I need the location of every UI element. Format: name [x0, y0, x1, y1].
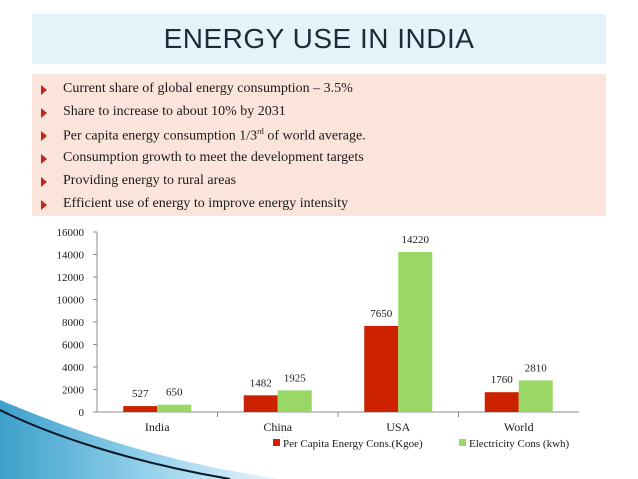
bar-energy [123, 406, 158, 412]
bullet-item: Consumption growth to meet the developme… [32, 148, 606, 170]
x-tick-label: World [504, 420, 534, 434]
y-tick-label: 0 [79, 407, 85, 419]
bullet-text: Current share of global energy consumpti… [63, 81, 353, 96]
data-label: 1760 [491, 374, 514, 386]
data-label: 14220 [402, 234, 430, 246]
y-tick-label: 10000 [57, 295, 85, 307]
bullet-item: Efficient use of energy to improve energ… [32, 194, 606, 216]
data-label: 7650 [370, 308, 393, 320]
bullet-text: Consumption growth to meet the developme… [63, 150, 364, 165]
arrow-bullet-icon [41, 154, 47, 164]
y-tick-label: 16000 [57, 227, 85, 239]
x-tick-label: India [145, 420, 170, 434]
title-bar: ENERGY USE IN INDIA [32, 14, 606, 64]
bar-energy [484, 392, 519, 412]
bullet-text-suffix: of world average. [263, 128, 366, 144]
y-tick-label: 2000 [62, 385, 85, 397]
bullet-text-main: Per capita energy consumption 1/3 [63, 128, 258, 144]
bullet-text: Efficient use of energy to improve energ… [63, 196, 348, 211]
y-tick-label: 8000 [62, 317, 85, 329]
bar-energy [364, 325, 399, 412]
y-tick-label: 12000 [57, 272, 85, 284]
arrow-bullet-icon [41, 108, 47, 118]
bullet-item: Per capita energy consumption 1/3rd of w… [32, 125, 606, 147]
bullet-item: Share to increase to about 10% by 2031 [32, 102, 606, 124]
y-tick-label: 6000 [62, 340, 85, 352]
bar-electricity [277, 390, 312, 412]
arrow-bullet-icon [41, 131, 47, 141]
legend-label: Electricity Cons (kwh) [469, 438, 570, 450]
y-tick-label: 14000 [57, 250, 85, 262]
bullet-text: Share to increase to about 10% by 2031 [63, 104, 286, 119]
arrow-bullet-icon [41, 177, 47, 187]
page-title: ENERGY USE IN INDIA [163, 23, 475, 54]
bar-electricity [398, 252, 433, 412]
data-label: 1925 [284, 372, 307, 384]
data-label: 1482 [250, 377, 272, 389]
bar-electricity [518, 380, 553, 412]
y-tick-label: 4000 [62, 362, 85, 374]
legend-swatch [273, 439, 280, 446]
bullet-text-superscript: rd [257, 127, 264, 136]
x-tick-label: China [263, 420, 292, 434]
bullet-item: Current share of global energy consumpti… [32, 79, 606, 101]
bullet-text: Per capita energy consumption 1/3rd of w… [63, 127, 366, 145]
x-tick-label: USA [386, 420, 410, 434]
arrow-bullet-icon [41, 85, 47, 95]
data-label: 2810 [525, 362, 548, 374]
legend-label: Per Capita Energy Cons.(Kgoe) [283, 438, 423, 450]
bar-electricity [157, 404, 192, 412]
data-label: 650 [166, 387, 183, 399]
bar-energy [243, 395, 278, 412]
bullet-item: Providing energy to rural areas [32, 171, 606, 193]
legend-swatch [459, 439, 466, 446]
bullet-text: Providing energy to rural areas [63, 173, 237, 188]
bullet-list: Current share of global energy consumpti… [32, 74, 606, 216]
arrow-bullet-icon [41, 200, 47, 210]
data-label: 527 [132, 388, 149, 400]
decorative-swoosh [0, 400, 280, 479]
